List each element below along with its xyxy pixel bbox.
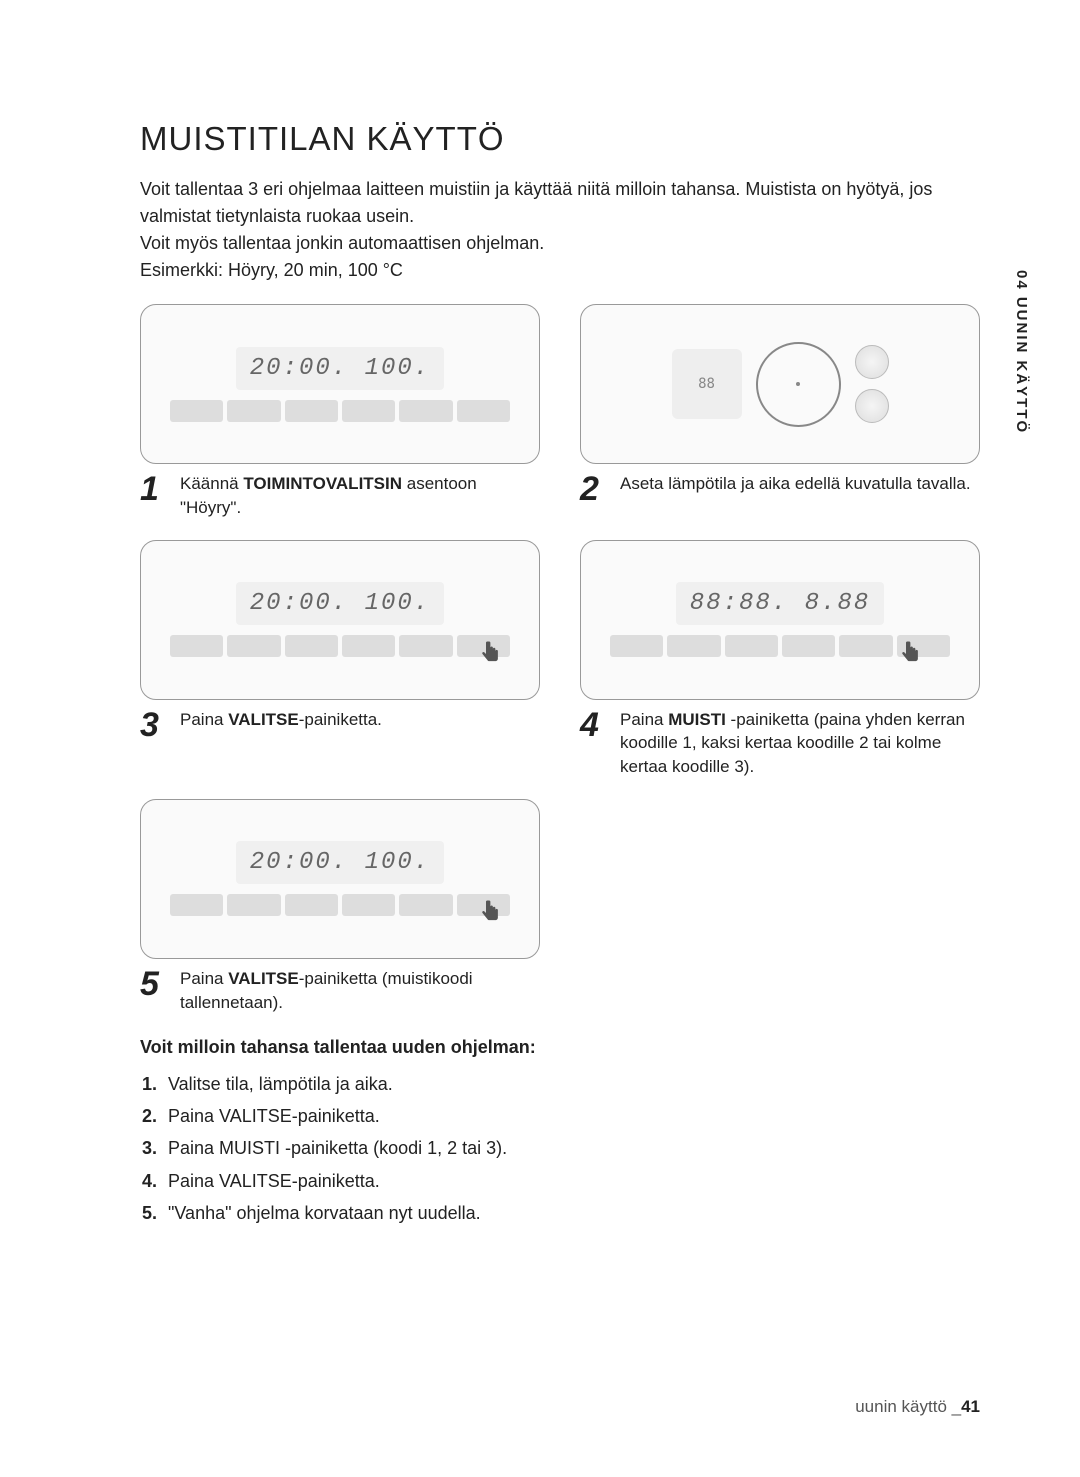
figure-2: 88: [580, 304, 980, 464]
figure-5: 20:00. 100.: [140, 799, 540, 959]
step-number-4: 4: [580, 708, 610, 742]
page-number: 41: [961, 1397, 980, 1416]
step-text-3: Paina VALITSE-painiketta.: [180, 708, 382, 732]
step-1-cell: 20:00. 100. 1 Käännä TOIMINTOVALITSIN as…: [140, 304, 540, 520]
list-item: Paina MUISTI -painiketta (koodi 1, 2 tai…: [162, 1132, 980, 1164]
step-number-3: 3: [140, 708, 170, 742]
control-row-5: [170, 894, 510, 916]
page-footer: uunin käyttö _41: [855, 1397, 980, 1417]
page-content: MUISTITILAN KÄYTTÖ Voit tallentaa 3 eri …: [0, 0, 1080, 1290]
figure-3: 20:00. 100.: [140, 540, 540, 700]
intro-text-2: Voit myös tallentaa jonkin automaattisen…: [140, 230, 980, 257]
step-number-1: 1: [140, 472, 170, 506]
intro-text-3: Esimerkki: Höyry, 20 min, 100 °C: [140, 257, 980, 284]
step-text-1: Käännä TOIMINTOVALITSIN asentoon "Höyry"…: [180, 472, 540, 520]
step-number-2: 2: [580, 472, 610, 506]
figure-1: 20:00. 100.: [140, 304, 540, 464]
step-3-cell: 20:00. 100. 3 Paina VALITSE-painiketta.: [140, 540, 540, 779]
pointer-icon: [476, 637, 506, 676]
dial-icon: [756, 342, 841, 427]
step-text-2: Aseta lämpötila ja aika edellä kuvatulla…: [620, 472, 971, 496]
figure-4: 88:88. 8.88: [580, 540, 980, 700]
pointer-icon: [476, 896, 506, 935]
display-3: 20:00. 100.: [236, 582, 444, 625]
step-2-cell: 88 2 Aseta lämpötila ja aika edellä kuva…: [580, 304, 980, 520]
step-text-5: Paina VALITSE-painiketta (muistikoodi ta…: [180, 967, 540, 1015]
step-number-5: 5: [140, 967, 170, 1001]
list-item: "Vanha" ohjelma korvataan nyt uudella.: [162, 1197, 980, 1229]
intro-block: Voit tallentaa 3 eri ohjelmaa laitteen m…: [140, 176, 980, 284]
display-5: 20:00. 100.: [236, 841, 444, 884]
up-button-icon: [855, 345, 889, 379]
page-title: MUISTITILAN KÄYTTÖ: [140, 120, 980, 158]
down-button-icon: [855, 389, 889, 423]
list-item: Valitse tila, lämpötila ja aika.: [162, 1068, 980, 1100]
footer-label: uunin käyttö _: [855, 1397, 961, 1416]
step-text-4: Paina MUISTI -painiketta (paina yhden ke…: [620, 708, 980, 779]
instruction-list: Valitse tila, lämpötila ja aika. Paina V…: [140, 1068, 980, 1230]
control-row-1: [170, 400, 510, 422]
display-4: 88:88. 8.88: [676, 582, 884, 625]
display-1: 20:00. 100.: [236, 347, 444, 390]
mini-display: 88: [672, 349, 742, 419]
list-item: Paina VALITSE-painiketta.: [162, 1165, 980, 1197]
step-5-cell: 20:00. 100. 5 Paina VALITSE-painiketta (…: [140, 799, 540, 1015]
step-4-cell: 88:88. 8.88 4 Paina MUISTI -painiketta (…: [580, 540, 980, 779]
sub-heading: Voit milloin tahansa tallentaa uuden ohj…: [140, 1037, 980, 1058]
pointer-icon: [896, 637, 926, 676]
control-row-3: [170, 635, 510, 657]
intro-text-1: Voit tallentaa 3 eri ohjelmaa laitteen m…: [140, 176, 980, 230]
list-item: Paina VALITSE-painiketta.: [162, 1100, 980, 1132]
steps-grid: 20:00. 100. 1 Käännä TOIMINTOVALITSIN as…: [140, 304, 980, 1015]
